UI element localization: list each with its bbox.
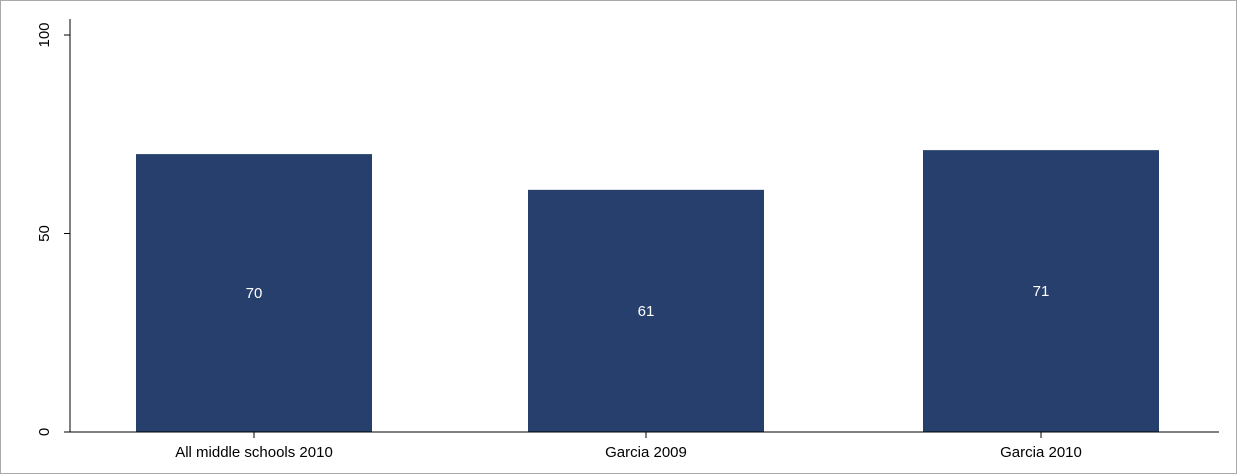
bar (136, 154, 372, 432)
x-tick-label: Garcia 2010 (1000, 444, 1082, 461)
data-label: 61 (638, 303, 655, 320)
x-tick-label: Garcia 2009 (605, 444, 687, 461)
data-label: 71 (1033, 283, 1050, 300)
data-label: 70 (246, 285, 263, 302)
x-tick-label: All middle schools 2010 (175, 444, 333, 461)
bar (528, 189, 764, 432)
data-labels-layer: 70 61 71 (246, 283, 1050, 320)
y-tick-label: 50 (36, 225, 53, 242)
bar (923, 150, 1159, 432)
y-tick-label: 100 (36, 22, 53, 47)
axes-layer: 0 50 100 All middle schools 2010 Garcia 2009… (36, 19, 1219, 461)
bars-layer (136, 150, 1159, 432)
y-tick-label: 0 (36, 428, 53, 436)
